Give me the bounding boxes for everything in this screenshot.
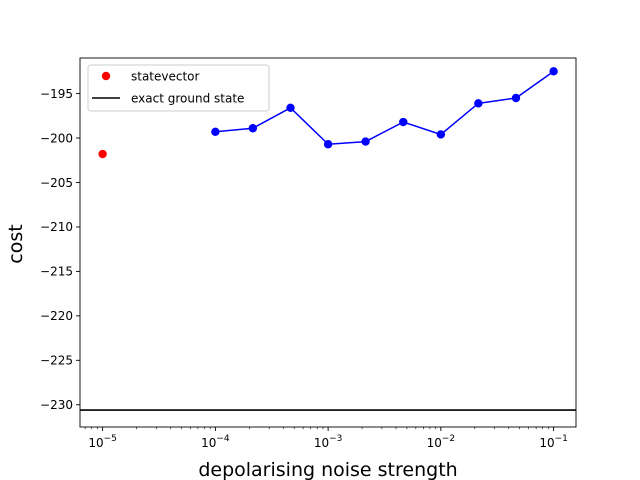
series-1-point-8 [511,93,521,103]
y-tick-label-4: −215 [40,265,73,279]
x-tick-label-4: 10−1 [539,434,568,450]
x-tick-label-3: 10−2 [427,434,456,450]
series-1-point-9 [549,67,558,76]
y-tick-label-2: −205 [40,176,73,190]
y-tick-label-6: −225 [40,354,73,368]
y-tick-label-0: −195 [40,87,73,101]
legend: statevector exact ground state [87,64,270,112]
legend-box [87,64,270,112]
y-tick-label-3: −210 [40,220,73,234]
legend-marker-0 [101,71,111,81]
series-0-point-0 [98,149,107,159]
x-axis-title: depolarising noise strength [198,459,457,480]
series-1-point-1 [248,124,258,133]
plot-area [80,67,576,411]
series-1-point-5 [399,117,408,127]
series-1-point-6 [436,130,446,139]
plot-frame [79,57,577,428]
series-1-point-7 [474,99,483,108]
series-1-point-2 [286,103,295,112]
x-tick-label-1: 10−4 [201,434,230,450]
y-tick-label-1: −200 [40,131,73,145]
x-tick-label-2: 10−3 [314,434,343,450]
x-tick-label-0: 10−5 [88,434,117,450]
axes: 10−5 10−4 10−3 10−2 10−1 −195 −200 −205 −210 −215… [40,57,577,450]
legend-label-1: exact ground state [131,91,244,105]
plot-content [80,67,576,411]
legend-label-0: statevector [131,69,200,83]
series-1-point-3 [323,140,333,149]
series-1-point-4 [361,137,370,146]
y-tick-label-7: −230 [40,398,73,412]
series-1-line [215,70,555,146]
y-tick-label-5: −220 [40,309,73,323]
series-1-point-0 [211,127,220,136]
y-axis-title: cost [5,224,27,263]
